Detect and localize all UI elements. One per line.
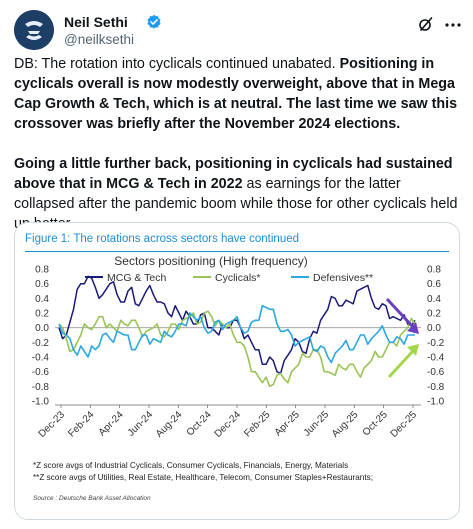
legend-label: Cyclicals* [215, 272, 261, 284]
purple-arrow-head [407, 322, 419, 334]
purple-arrow-shaft [385, 297, 415, 329]
tweet-text-bold: Positioning in cyclicals overall is now … [14, 56, 458, 132]
x-tick-label: Apr-24 [97, 409, 126, 438]
x-tick-label: Apr-25 [273, 409, 302, 438]
figure-title-rule [25, 251, 449, 252]
x-tick-label: Feb-24 [66, 409, 96, 439]
green-arrow-head [407, 344, 419, 356]
y-tick-label-right: 0.6 [427, 279, 441, 290]
y-tick-label-right: 0.0 [427, 323, 441, 334]
y-tick-label-left: 0.2 [35, 309, 49, 320]
tweet-text-bold: Going a little further back, positioning… [14, 156, 453, 192]
chart-title: Sectors positioning (High frequency) [114, 254, 307, 268]
tweet-header: Neil Sethi @neilksethi [14, 10, 462, 52]
y-tick-label-right: -0.6 [427, 367, 445, 378]
y-tick-label-left: 0.8 [35, 265, 49, 276]
x-tick-label: Oct-25 [361, 409, 390, 438]
y-tick-label-left: -0.6 [32, 367, 50, 378]
tweet-paragraph-1: DB: The rotation into cyclicals continue… [14, 54, 462, 134]
chart-series [58, 275, 416, 388]
x-tick-label: Aug-25 [330, 409, 361, 440]
author-handle[interactable]: @neilksethi [64, 32, 134, 47]
more-options-icon[interactable] [444, 16, 462, 34]
series-line-0 [58, 275, 416, 375]
y-tick-label-left: -0.8 [32, 382, 50, 393]
y-tick-label-right: 0.2 [427, 309, 441, 320]
legend-label: MCG & Tech [107, 272, 166, 284]
y-tick-label-left: -0.4 [32, 353, 50, 364]
y-tick-label-right: 0.8 [427, 265, 441, 276]
chart-legend: MCG & Tech Cyclicals* Defensives** [85, 272, 373, 284]
chart-axes: 0.8 0.8 0.6 0.6 0.4 0.4 0.2 0.2 0.0 0.0 -0.2 -0.2 -0… [32, 265, 445, 440]
y-tick-label-right: -0.8 [427, 382, 445, 393]
series-line-2 [58, 304, 415, 364]
y-tick-label-left: 0.4 [35, 294, 49, 305]
tweet-text-plain: DB: The rotation into cyclicals continue… [14, 56, 340, 72]
tweet-body: DB: The rotation into cyclicals continue… [14, 54, 462, 254]
green-arrow-shaft [387, 349, 415, 379]
y-tick-label-left: 0.0 [35, 323, 49, 334]
y-tick-label-right: -0.4 [427, 353, 445, 364]
grok-icon[interactable] [418, 16, 434, 32]
author-name[interactable]: Neil Sethi [64, 14, 128, 30]
x-tick-label: Oct-24 [185, 409, 214, 438]
figure-title: Figure 1: The rotations across sectors h… [25, 233, 300, 245]
sector-positioning-chart: Sectors positioning (High frequency) MCG… [32, 254, 445, 440]
avatar[interactable] [14, 10, 54, 50]
chart-annotations [385, 297, 419, 379]
y-tick-label-left: -0.2 [32, 338, 50, 349]
figure-source: Source : Deutsche Bank Asset Allocation [33, 495, 151, 502]
y-tick-label-left: 0.6 [35, 279, 49, 290]
x-tick-label: Aug-24 [154, 409, 185, 440]
legend-label: Defensives** [313, 272, 373, 284]
x-tick-label: Jun-24 [126, 409, 156, 439]
x-tick-label: Dec-24 [213, 409, 244, 440]
x-tick-label: Dec-23 [37, 409, 68, 440]
y-tick-label-right: -1.0 [427, 397, 445, 408]
footnote-defensives: **Z score avgs of Utilities, Real Estate… [33, 473, 374, 482]
y-tick-label-left: -1.0 [32, 397, 50, 408]
footnote-cyclicals: *Z score avgs of Industrial Cyclicals, C… [33, 461, 349, 470]
x-tick-label: Feb-25 [242, 409, 272, 439]
verified-badge-icon [147, 14, 161, 29]
y-tick-label-right: -0.2 [427, 338, 445, 349]
y-tick-label-right: 0.4 [427, 294, 441, 305]
series-line-1 [58, 310, 416, 388]
x-tick-label: Dec-25 [389, 409, 420, 440]
avatar-logo-icon [14, 10, 54, 50]
tweet-media-image[interactable]: Figure 1: The rotations across sectors h… [14, 222, 460, 520]
x-tick-label: Jun-25 [302, 409, 332, 439]
